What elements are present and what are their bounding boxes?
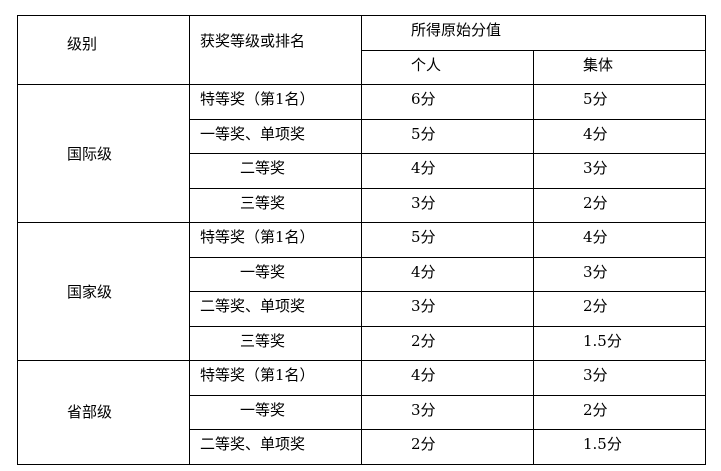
table-row: 一等奖 4分 3分 <box>18 256 706 292</box>
table-row: 省部级 特等奖（第1名） 4分 3分 <box>17 360 706 465</box>
group-text: 4分 <box>583 124 608 143</box>
award-cell: 一等奖 <box>189 256 362 292</box>
individual-cell: 3分 <box>361 187 534 223</box>
level-cell: 国家级 <box>17 222 190 361</box>
award-text: 二等奖、单项奖 <box>200 435 306 453</box>
individual-cell: 5分 <box>361 222 534 258</box>
award-cell: 特等奖（第1名） <box>189 360 362 396</box>
header-award: 获奖等级或排名 <box>189 15 362 85</box>
individual-text: 4分 <box>411 262 436 281</box>
award-text: 三等奖 <box>240 331 286 350</box>
header-row: 级别 获奖等级或排名 所得原始分值 <box>17 15 706 85</box>
individual-text: 5分 <box>411 124 436 143</box>
individual-text: 3分 <box>411 297 436 315</box>
header-group: 集体 <box>533 49 706 85</box>
group-text: 2分 <box>583 297 608 315</box>
award-cell: 二等奖 <box>189 153 362 189</box>
award-text: 特等奖（第1名） <box>200 228 315 246</box>
individual-text: 4分 <box>411 366 436 384</box>
group-cell: 1.5分 <box>533 325 706 361</box>
group-text: 3分 <box>583 159 608 177</box>
header-award-text: 获奖等级或排名 <box>200 32 306 50</box>
group-cell: 1.5分 <box>533 429 706 465</box>
individual-text: 3分 <box>411 400 436 419</box>
group-text: 3分 <box>583 366 608 384</box>
level-text: 国际级 <box>67 144 113 163</box>
header-group-text: 集体 <box>583 55 614 74</box>
group-text: 5分 <box>583 90 608 108</box>
group-cell: 2分 <box>533 187 706 223</box>
level-cell: 国际级 <box>17 84 190 223</box>
group-cell: 2分 <box>533 394 706 430</box>
individual-text: 5分 <box>411 228 436 246</box>
individual-text: 2分 <box>411 435 436 453</box>
table-row: 三等奖 3分 2分 <box>18 187 706 223</box>
individual-cell: 2分 <box>361 325 534 361</box>
individual-cell: 2分 <box>361 429 534 465</box>
group-text: 2分 <box>583 193 608 212</box>
award-cell: 二等奖、单项奖 <box>189 429 362 465</box>
table-row: 二等奖 4分 3分 <box>18 153 706 189</box>
table-row: 一等奖 3分 2分 <box>18 394 706 430</box>
individual-text: 6分 <box>411 90 436 108</box>
individual-cell: 5分 <box>361 118 534 154</box>
individual-text: 4分 <box>411 159 436 177</box>
level-text: 省部级 <box>67 403 113 422</box>
award-cell: 一等奖、单项奖 <box>189 118 362 154</box>
award-cell: 一等奖 <box>189 394 362 430</box>
award-text: 三等奖 <box>240 193 286 212</box>
table-row: 二等奖、单项奖 2分 1.5分 <box>18 429 706 465</box>
header-individual: 个人 <box>361 49 534 85</box>
group-cell: 4分 <box>533 222 706 258</box>
award-text: 特等奖（第1名） <box>200 90 315 108</box>
individual-cell: 6分 <box>361 84 534 120</box>
group-cell: 5分 <box>533 84 706 120</box>
award-text: 一等奖 <box>240 262 286 281</box>
individual-cell: 3分 <box>361 394 534 430</box>
group-text: 1.5分 <box>583 331 622 350</box>
award-text: 一等奖 <box>240 400 286 419</box>
individual-cell: 4分 <box>361 153 534 189</box>
group-cell: 4分 <box>533 118 706 154</box>
level-text: 国家级 <box>67 282 113 301</box>
group-text: 4分 <box>583 228 608 246</box>
award-text: 特等奖（第1名） <box>200 366 315 384</box>
award-text: 一等奖、单项奖 <box>200 124 306 143</box>
score-table: 级别 获奖等级或排名 所得原始分值 个人 集体 国际级 特等奖（第1名） 6分 5分一… <box>17 15 706 465</box>
header-score-text: 所得原始分值 <box>411 21 502 39</box>
group-cell: 2分 <box>533 291 706 327</box>
individual-text: 3分 <box>411 193 436 212</box>
group-text: 1.5分 <box>583 435 622 453</box>
group-text: 2分 <box>583 400 608 419</box>
award-cell: 二等奖、单项奖 <box>189 291 362 327</box>
header-individual-text: 个人 <box>411 55 442 74</box>
table-row: 三等奖 2分 1.5分 <box>18 325 706 361</box>
award-cell: 三等奖 <box>189 187 362 223</box>
table-row: 二等奖、单项奖 3分 2分 <box>18 291 706 327</box>
award-cell: 特等奖（第1名） <box>189 222 362 258</box>
header-level-text: 级别 <box>67 35 98 53</box>
subheader-row: 个人 集体 <box>18 49 706 85</box>
individual-cell: 4分 <box>361 256 534 292</box>
individual-text: 2分 <box>411 331 436 350</box>
header-score: 所得原始分值 <box>361 15 706 51</box>
award-text: 二等奖 <box>240 159 286 177</box>
group-cell: 3分 <box>533 153 706 189</box>
group-cell: 3分 <box>533 256 706 292</box>
header-level: 级别 <box>17 15 190 85</box>
group-cell: 3分 <box>533 360 706 396</box>
individual-cell: 4分 <box>361 360 534 396</box>
award-text: 二等奖、单项奖 <box>200 297 306 315</box>
table-row: 国家级 特等奖（第1名） 5分 4分 <box>17 222 706 361</box>
award-cell: 三等奖 <box>189 325 362 361</box>
level-cell: 省部级 <box>17 360 190 465</box>
individual-cell: 3分 <box>361 291 534 327</box>
table-row: 国际级 特等奖（第1名） 6分 5分 <box>17 84 706 223</box>
table-row: 一等奖、单项奖 5分 4分 <box>18 118 706 154</box>
award-cell: 特等奖（第1名） <box>189 84 362 120</box>
group-text: 3分 <box>583 262 608 281</box>
